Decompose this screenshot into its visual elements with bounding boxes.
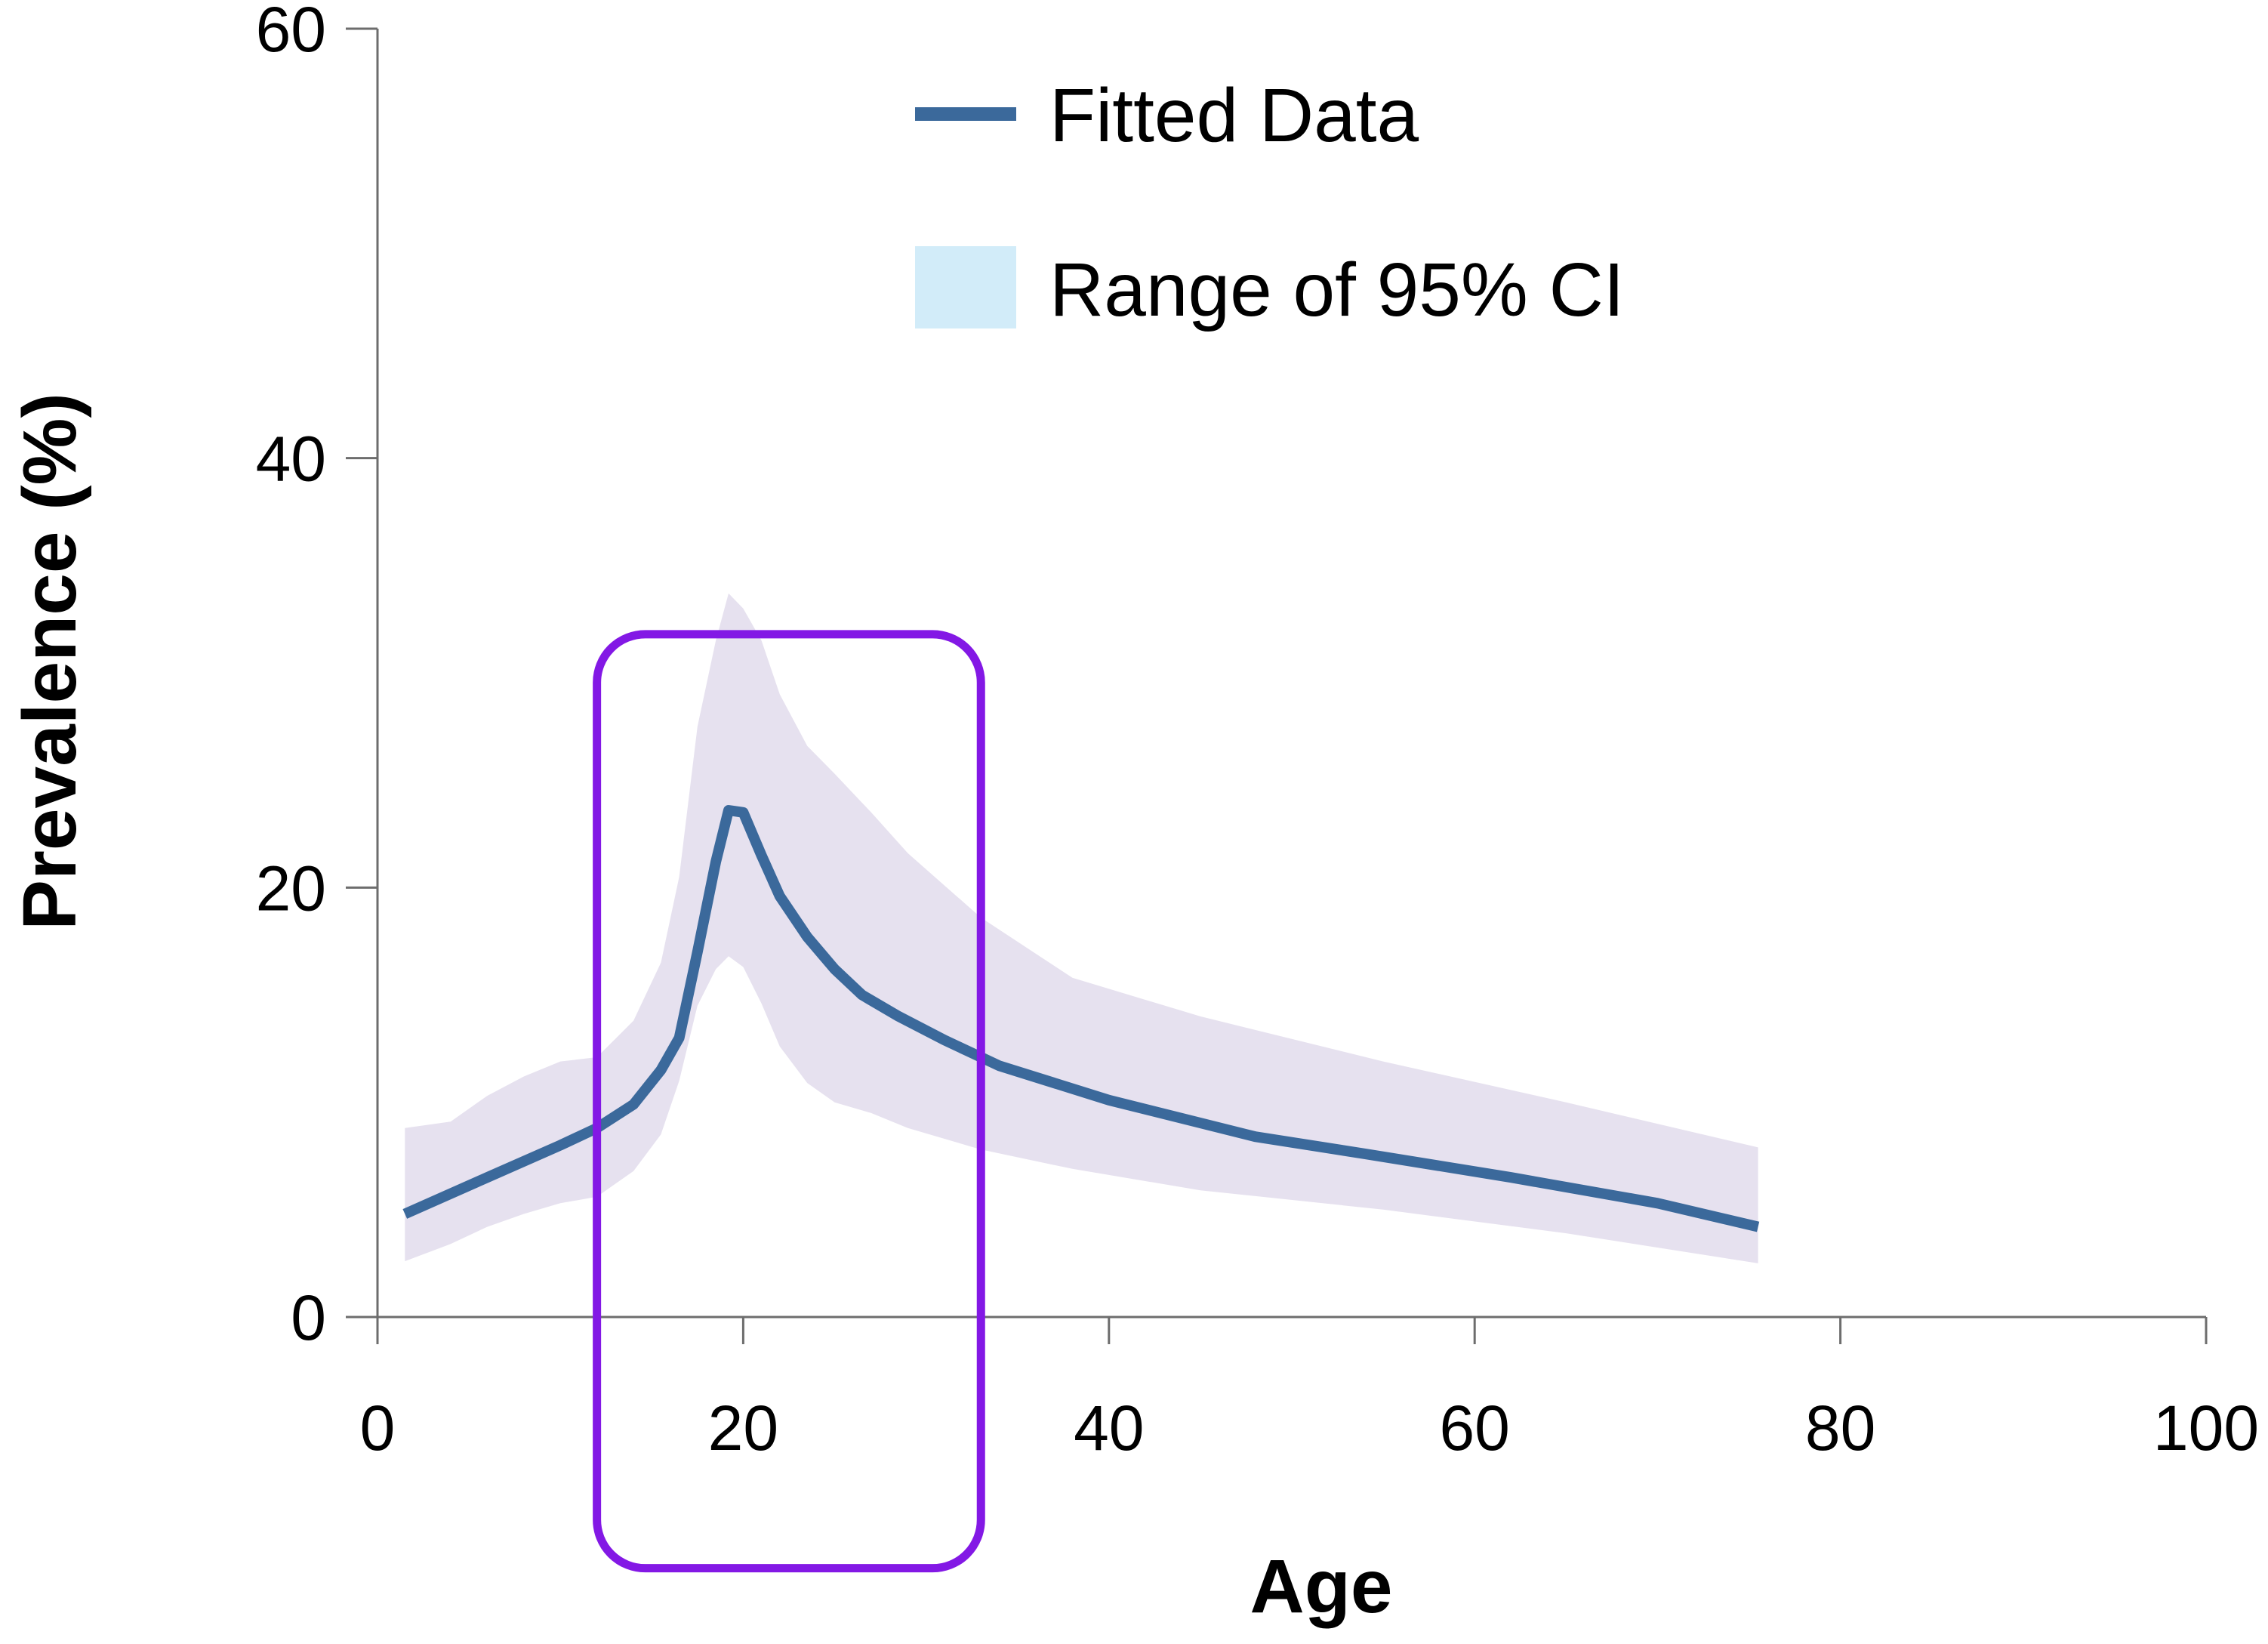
highlight-box	[593, 630, 985, 1573]
ci-band-layer	[405, 593, 1758, 1263]
x-tick-label: 100	[2153, 1393, 2259, 1464]
legend-label-fitted-data: Fitted Data	[1049, 73, 1419, 158]
fitted-data-line	[402, 805, 1760, 1232]
x-tick-label: 40	[1074, 1393, 1144, 1464]
legend: Fitted Data Range of 95% CI	[915, 73, 1625, 332]
x-tick-label: 80	[1805, 1393, 1875, 1464]
y-tick-label: 0	[291, 1282, 326, 1353]
x-tick-label: 0	[360, 1393, 396, 1464]
legend-label-ci-range: Range of 95% CI	[1049, 248, 1625, 332]
y-tick-label: 60	[256, 0, 326, 65]
y-tick-label: 20	[256, 853, 326, 924]
y-axis-title: Prevalence (%)	[8, 393, 92, 930]
x-axis-title: Age	[1250, 1544, 1393, 1629]
annotation-layer	[593, 630, 985, 1573]
axes: 0 20 40 60 80 100 0 20 40 60	[256, 0, 2260, 1464]
legend-swatch-ci-range	[915, 246, 1016, 328]
ci-band-area	[405, 593, 1758, 1263]
x-tick-label: 20	[708, 1393, 778, 1464]
fitted-line-layer	[402, 805, 1760, 1232]
x-tick-label: 60	[1439, 1393, 1509, 1464]
y-tick-label: 40	[256, 424, 326, 495]
